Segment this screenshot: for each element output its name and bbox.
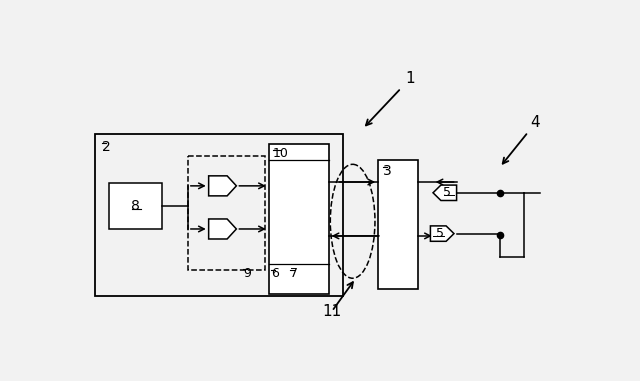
Text: 4: 4 bbox=[531, 115, 540, 130]
Polygon shape bbox=[209, 176, 236, 196]
Text: 8: 8 bbox=[131, 199, 140, 213]
Text: 1: 1 bbox=[405, 71, 415, 86]
Polygon shape bbox=[209, 219, 236, 239]
Bar bbox=[95, 134, 344, 296]
Bar bbox=[378, 160, 418, 289]
Text: 6: 6 bbox=[271, 267, 279, 280]
Text: 5: 5 bbox=[436, 227, 444, 240]
Polygon shape bbox=[431, 226, 454, 241]
Text: 3: 3 bbox=[383, 164, 392, 178]
Bar bbox=[109, 183, 163, 229]
Text: 11: 11 bbox=[322, 304, 341, 319]
Text: 9: 9 bbox=[243, 267, 251, 280]
Polygon shape bbox=[433, 185, 456, 200]
Text: 10: 10 bbox=[273, 147, 289, 160]
Bar bbox=[269, 144, 329, 295]
Text: 7: 7 bbox=[291, 267, 298, 280]
Bar bbox=[188, 156, 265, 270]
Text: 2: 2 bbox=[102, 141, 110, 154]
Text: 5: 5 bbox=[444, 186, 451, 199]
